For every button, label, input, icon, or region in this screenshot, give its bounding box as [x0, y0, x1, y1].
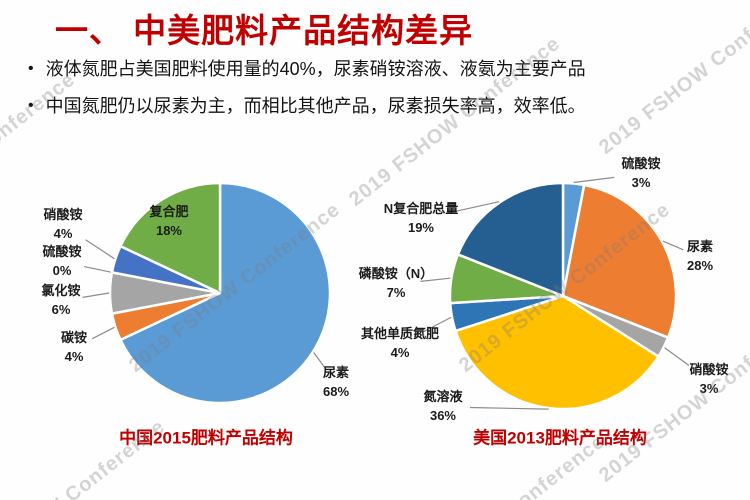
leader-line: [91, 326, 115, 340]
leader-line: [83, 266, 112, 273]
pie-label: 硝酸铵 3%: [689, 362, 729, 396]
bullet-item: • 中国氮肥仍以尿素为主，而相比其他产品，尿素损失率高，效率低。: [28, 94, 744, 118]
pie-label: 氯化铵 6%: [41, 283, 81, 317]
pie-label: 硫酸铵 3%: [621, 156, 661, 190]
leader-line: [313, 352, 327, 370]
pie-label: N复合肥总量 19%: [383, 201, 459, 235]
bullet-marker: •: [28, 97, 34, 115]
bullet-marker: •: [28, 60, 34, 77]
pie-label: 氮溶液 36%: [423, 389, 463, 423]
leader-line: [82, 292, 110, 298]
pie-label: 磷酸铵（N） 7%: [358, 266, 434, 300]
pie-slice: [119, 181, 222, 295]
pie-label: 硫酸铵 0%: [42, 244, 82, 278]
leader-line: [447, 201, 500, 214]
leader-line: [420, 277, 451, 282]
leader-line: [573, 176, 615, 184]
pie-slice: [119, 181, 332, 405]
slide-title: 一、 中美肥料产品结构差异: [55, 12, 474, 49]
chart-caption-usa: 美国2013肥料产品结构: [473, 428, 647, 448]
pie-label: 尿素 68%: [322, 365, 350, 399]
leader-line: [85, 239, 115, 260]
bullet-text: 液体氮肥占美国肥料使用量的40%，尿素硝铵溶液、液氨为主要产品: [45, 59, 586, 79]
bullet-list: • 液体氮肥占美国肥料使用量的40%，尿素硝铵溶液、液氨为主要产品 • 中国氮肥…: [28, 57, 744, 132]
pie-label: 复合肥 18%: [149, 204, 189, 238]
leader-line: [664, 347, 690, 366]
bullet-text: 中国氮肥仍以尿素为主，而相比其他产品，尿素损失率高，效率低。: [45, 96, 586, 117]
pie-slice: [454, 294, 660, 411]
pie-label: 尿素 28%: [686, 239, 714, 273]
chart-caption-china: 中国2015肥料产品结构: [119, 428, 293, 448]
pie-label: 碳铵 4%: [60, 330, 88, 364]
pie-slice: [456, 181, 565, 298]
pie-slice: [561, 183, 678, 339]
leader-line: [469, 406, 549, 410]
pie-label: 其他单质氮肥 4%: [360, 326, 440, 360]
leader-line: [422, 316, 452, 333]
pie-label: 硝酸铵 4%: [43, 207, 83, 241]
leader-line: [662, 240, 684, 251]
bullet-item: • 液体氮肥占美国肥料使用量的40%，尿素硝铵溶液、液氨为主要产品: [28, 57, 744, 81]
